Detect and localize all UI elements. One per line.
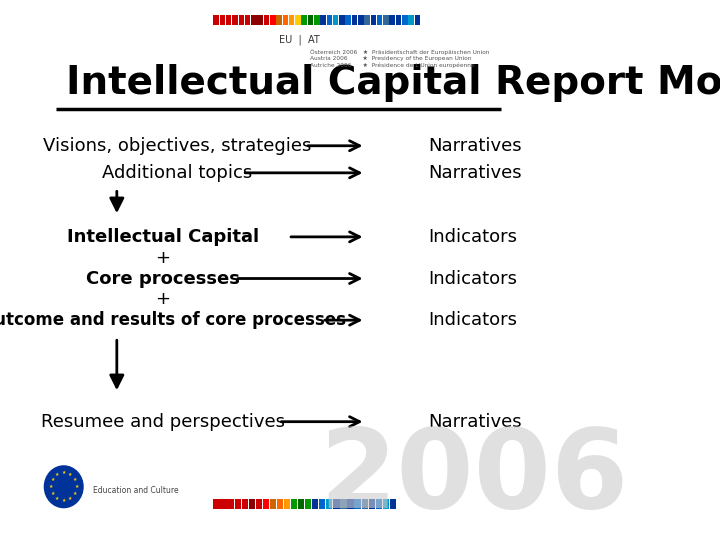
- Bar: [242, 499, 248, 509]
- Text: Resumee and perspectives: Resumee and perspectives: [40, 413, 284, 431]
- Bar: [257, 15, 263, 25]
- Bar: [361, 499, 368, 509]
- Bar: [220, 15, 225, 25]
- Text: Core processes: Core processes: [86, 269, 240, 287]
- Bar: [302, 15, 307, 25]
- Bar: [314, 15, 320, 25]
- Bar: [369, 499, 375, 509]
- Text: ★: ★: [55, 496, 59, 502]
- Bar: [256, 499, 262, 509]
- Text: Austria 2006        ★  Presidency of the European Union: Austria 2006 ★ Presidency of the Europea…: [310, 56, 472, 61]
- Bar: [233, 15, 238, 25]
- Text: Additional topics: Additional topics: [102, 164, 252, 182]
- Bar: [319, 499, 325, 509]
- Bar: [408, 15, 414, 25]
- Bar: [327, 15, 332, 25]
- Bar: [415, 15, 420, 25]
- Bar: [235, 499, 240, 509]
- Bar: [282, 15, 288, 25]
- Text: Narratives: Narratives: [428, 413, 522, 431]
- Bar: [377, 15, 382, 25]
- Bar: [226, 15, 231, 25]
- Bar: [284, 499, 290, 509]
- Text: Autriche 2006      ★  Présidence de L’Union européenne: Autriche 2006 ★ Présidence de L’Union eu…: [310, 63, 474, 68]
- Text: ★: ★: [68, 472, 73, 477]
- Bar: [396, 15, 401, 25]
- Text: 2006: 2006: [320, 424, 629, 531]
- Bar: [339, 15, 345, 25]
- Circle shape: [45, 466, 83, 508]
- Text: +: +: [156, 291, 170, 308]
- Text: ★: ★: [61, 498, 66, 503]
- Bar: [213, 499, 220, 509]
- Bar: [245, 15, 251, 25]
- Bar: [263, 499, 269, 509]
- Text: Education and Culture: Education and Culture: [94, 486, 179, 495]
- Text: ★: ★: [55, 472, 59, 477]
- Bar: [358, 15, 364, 25]
- Bar: [354, 499, 361, 509]
- Bar: [289, 15, 294, 25]
- Bar: [238, 15, 244, 25]
- Text: Österreich 2006   ★  Präsidentschaft der Europäischen Union: Österreich 2006 ★ Präsidentschaft der Eu…: [310, 49, 490, 55]
- Bar: [251, 15, 256, 25]
- Bar: [326, 499, 333, 509]
- Text: Narratives: Narratives: [428, 164, 522, 182]
- Bar: [307, 15, 313, 25]
- Bar: [295, 15, 301, 25]
- Text: ★: ★: [73, 477, 77, 482]
- Text: Narratives: Narratives: [428, 137, 522, 155]
- Text: Outcome and results of core processes: Outcome and results of core processes: [0, 311, 346, 329]
- Bar: [270, 499, 276, 509]
- Bar: [346, 15, 351, 25]
- Bar: [376, 499, 382, 509]
- Bar: [213, 15, 219, 25]
- Text: +: +: [156, 249, 170, 267]
- Bar: [352, 15, 357, 25]
- Bar: [277, 499, 283, 509]
- Bar: [264, 15, 269, 25]
- Text: EU  |  AT: EU | AT: [279, 35, 320, 45]
- Bar: [270, 15, 276, 25]
- Text: Visions, objectives, strategies: Visions, objectives, strategies: [43, 137, 311, 155]
- Bar: [220, 499, 227, 509]
- Bar: [364, 15, 370, 25]
- Text: ★: ★: [48, 484, 53, 489]
- Bar: [312, 499, 318, 509]
- Text: Indicators: Indicators: [428, 269, 517, 287]
- Text: ★: ★: [61, 470, 66, 475]
- Text: ★: ★: [68, 496, 73, 502]
- Bar: [390, 499, 396, 509]
- Bar: [333, 15, 338, 25]
- Bar: [383, 499, 389, 509]
- Text: Intellectual Capital Report Model: Intellectual Capital Report Model: [66, 64, 720, 102]
- Bar: [348, 499, 354, 509]
- Bar: [383, 15, 389, 25]
- Bar: [298, 499, 305, 509]
- Bar: [276, 15, 282, 25]
- Text: Indicators: Indicators: [428, 228, 517, 246]
- Bar: [228, 499, 234, 509]
- Bar: [390, 15, 395, 25]
- Bar: [333, 499, 340, 509]
- Bar: [305, 499, 311, 509]
- Bar: [248, 499, 255, 509]
- Text: ★: ★: [50, 491, 55, 496]
- Bar: [291, 499, 297, 509]
- Text: ★: ★: [75, 484, 79, 489]
- Text: Intellectual Capital: Intellectual Capital: [67, 228, 258, 246]
- Bar: [341, 499, 346, 509]
- Bar: [371, 15, 376, 25]
- Text: ★: ★: [73, 491, 77, 496]
- Bar: [402, 15, 408, 25]
- Text: Indicators: Indicators: [428, 311, 517, 329]
- Text: ★: ★: [50, 477, 55, 482]
- Bar: [320, 15, 326, 25]
